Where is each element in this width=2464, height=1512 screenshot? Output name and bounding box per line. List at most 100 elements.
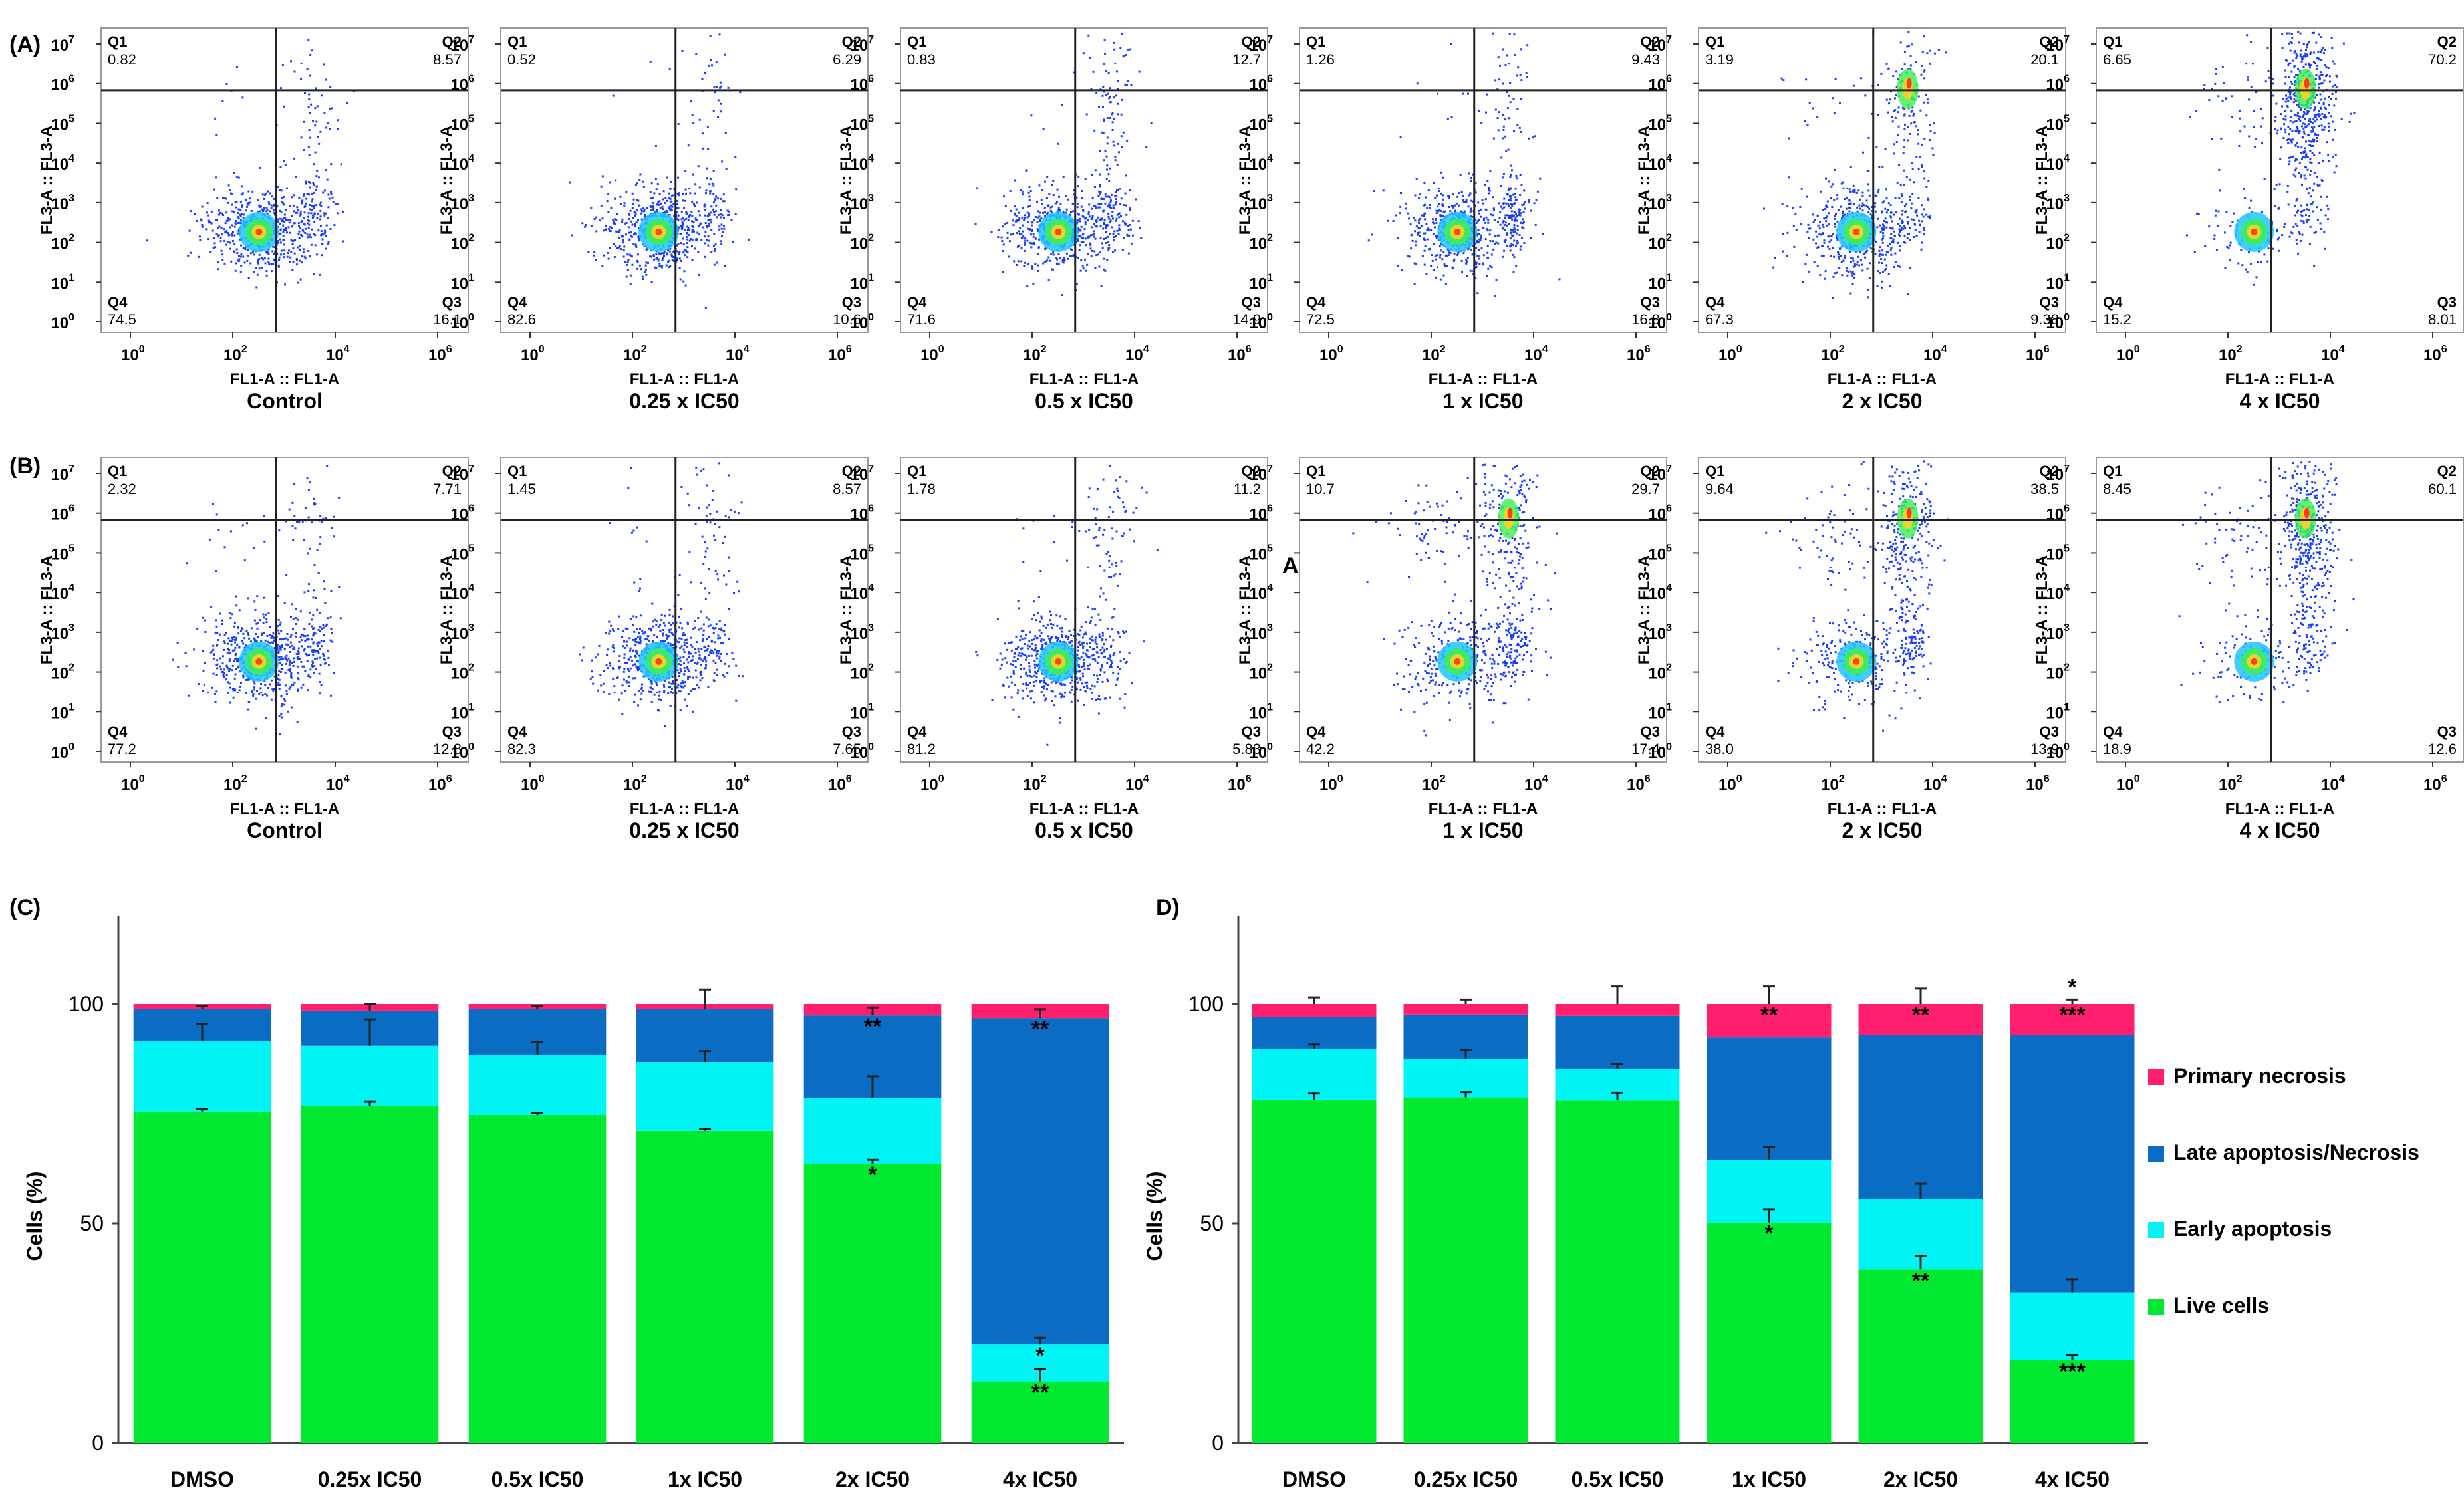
- scatter-dot: [279, 621, 282, 624]
- scatter-dot: [1508, 187, 1510, 189]
- scatter-dot: [1500, 185, 1502, 188]
- scatter-dot: [303, 649, 305, 652]
- scatter-dot: [2328, 160, 2330, 162]
- scatter-dot: [1497, 129, 1500, 132]
- scatter-dot: [1512, 243, 1514, 246]
- scatter-dot: [242, 632, 245, 635]
- scatter-dot: [723, 217, 725, 219]
- scatter-dot: [2286, 139, 2289, 141]
- scatter-dot: [673, 188, 676, 190]
- scatter-dot: [671, 205, 674, 208]
- scatter-dot: [1504, 221, 1507, 224]
- scatter-dot: [1483, 219, 1485, 221]
- scatter-dot: [1910, 207, 1913, 210]
- scatter-dot: [2333, 63, 2336, 65]
- scatter-dot: [2304, 55, 2307, 58]
- scatter-dot: [1079, 269, 1082, 272]
- scatter-dot: [320, 684, 323, 686]
- x-tick-exponent: 2: [241, 344, 247, 355]
- scatter-dot: [273, 640, 276, 642]
- scatter-dot: [2292, 173, 2295, 176]
- scatter-dot: [337, 203, 339, 205]
- scatter-dot: [2300, 60, 2303, 63]
- scatter-dot: [225, 83, 228, 85]
- scatter-dot: [2257, 261, 2259, 263]
- scatter-dot: [336, 212, 339, 215]
- scatter-dot: [1046, 259, 1049, 262]
- scatter-dot: [301, 202, 303, 205]
- scatter-dot: [1100, 285, 1103, 287]
- scatter-dot: [712, 201, 715, 204]
- scatter-dot: [1444, 265, 1446, 267]
- scatter-dot: [202, 690, 205, 692]
- scatter-dot: [635, 245, 638, 248]
- scatter-dot: [655, 253, 658, 255]
- scatter-dot: [1502, 219, 1505, 222]
- scatter-dot: [1772, 266, 1775, 269]
- scatter-dot: [1923, 77, 1925, 80]
- scatter-dot: [210, 222, 213, 225]
- scatter-dot: [317, 212, 319, 215]
- scatter-dot: [1832, 247, 1834, 249]
- scatter-dot: [1825, 217, 1828, 219]
- scatter-dot: [624, 261, 626, 263]
- scatter-dot: [312, 120, 314, 122]
- scatter-dot: [2294, 80, 2297, 82]
- scatter-dot: [628, 238, 631, 241]
- scatter-dot: [1082, 237, 1085, 239]
- scatter-dot: [235, 652, 237, 655]
- scatter-dot: [688, 215, 690, 218]
- scatter-dot: [1437, 187, 1440, 189]
- scatter-dot: [276, 205, 279, 208]
- scatter-dot: [325, 78, 327, 81]
- scatter-dot: [272, 209, 275, 211]
- scatter-dot: [237, 632, 240, 635]
- scatter-dot: [1020, 233, 1023, 235]
- scatter-dot: [1923, 228, 1926, 231]
- scatter-dot: [1826, 200, 1829, 203]
- scatter-dot: [713, 263, 716, 266]
- scatter-dot: [1055, 263, 1058, 265]
- scatter-dot: [293, 648, 296, 650]
- scatter-dot: [1465, 262, 1468, 265]
- scatter-dot: [1474, 219, 1477, 221]
- scatter-dot: [2306, 109, 2309, 112]
- scatter-dot: [1094, 205, 1097, 207]
- scatter-dot: [1077, 257, 1079, 259]
- scatter-dot: [720, 243, 723, 245]
- scatter-dot: [2320, 49, 2323, 51]
- scatter-dot: [252, 680, 255, 683]
- quadrant-value-q2: 20.1: [2030, 51, 2059, 68]
- scatter-dot: [253, 638, 256, 641]
- flow-plot: Q13.19Q220.1Q467.3Q39.381001011021031041…: [1635, 27, 2066, 413]
- scatter-dot: [313, 233, 315, 235]
- scatter-dot: [1470, 209, 1472, 212]
- scatter-dot: [1059, 257, 1061, 259]
- scatter-dot: [2312, 127, 2314, 130]
- scatter-dot: [1809, 227, 1812, 230]
- scatter-dot: [313, 184, 315, 186]
- scatter-dot: [2278, 236, 2280, 239]
- scatter-dot: [724, 265, 726, 267]
- scatter-dot: [1836, 220, 1839, 223]
- scatter-dot: [1107, 247, 1110, 249]
- scatter-dot: [1825, 204, 1828, 207]
- scatter-dot: [230, 260, 233, 263]
- scatter-dot: [217, 268, 219, 271]
- scatter-dot: [748, 238, 750, 241]
- scatter-dot: [976, 187, 978, 189]
- scatter-dot: [2330, 98, 2332, 100]
- scatter-dot: [1822, 209, 1825, 211]
- scatter-dot: [623, 202, 626, 205]
- scatter-dot: [2220, 137, 2223, 140]
- y-tick-exponent: 6: [1267, 74, 1273, 85]
- scatter-dot: [1117, 113, 1119, 116]
- scatter-dot: [2282, 98, 2284, 100]
- scatter-dot: [1459, 174, 1462, 176]
- scatter-dot: [622, 249, 625, 251]
- scatter-dot: [2302, 152, 2305, 154]
- scatter-dot: [2239, 117, 2241, 120]
- quadrant-label-q3: Q3: [1242, 294, 1261, 311]
- scatter-dot: [1875, 241, 1877, 243]
- scatter-dot: [2296, 198, 2298, 201]
